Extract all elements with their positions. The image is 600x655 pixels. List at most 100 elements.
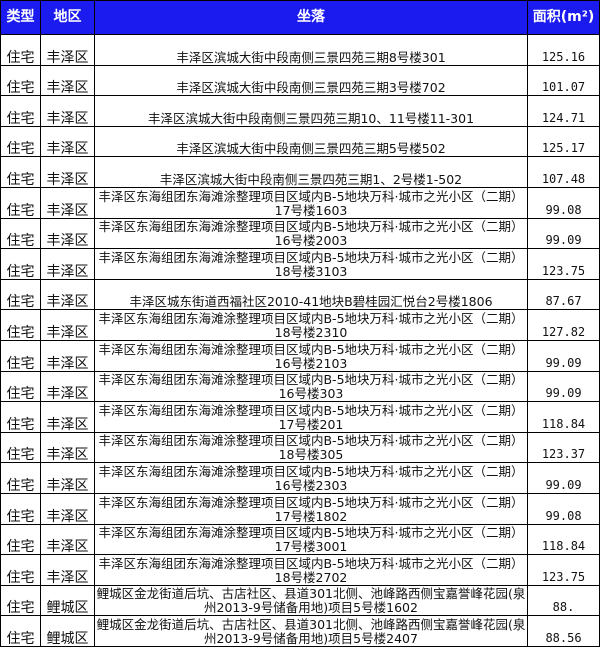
type-cell: 住宅 (0, 401, 41, 433)
address-cell: 丰泽区东海组团东海滩涂整理项目区域内B-5地块万科·城市之光小区（二期）18号楼… (94, 554, 528, 586)
address-cell: 丰泽区东海组团东海滩涂整理项目区域内B-5地块万科·城市之光小区（二期）18号楼… (94, 248, 528, 280)
table-row: 住宅 丰泽区 丰泽区东海组团东海滩涂整理项目区域内B-5地块万科·城市之光小区（二期… (0, 248, 600, 280)
address-cell: 丰泽区东海组团东海滩涂整理项目区域内B-5地块万科·城市之光小区（二期）18号楼… (94, 309, 528, 341)
area-cell: 88. (527, 584, 600, 617)
district-cell: 丰泽区 (40, 523, 95, 556)
district-cell: 丰泽区 (40, 248, 95, 280)
header-district: 地区 (40, 0, 95, 35)
area-cell: 88.56 (527, 615, 600, 647)
type-cell: 住宅 (0, 339, 41, 372)
district-cell: 丰泽区 (40, 339, 95, 372)
address-cell: 丰泽区滨城大街中段南侧三景四苑三期1、2号楼1-502 (94, 156, 528, 188)
table-row: 住宅 丰泽区 丰泽区滨城大街中段南侧三景四苑三期3号楼702 101.07 (0, 64, 600, 97)
district-cell: 丰泽区 (40, 278, 95, 311)
area-cell: 107.48 (527, 156, 600, 188)
table-row: 住宅 丰泽区 丰泽区东海组团东海滩涂整理项目区域内B-5地块万科·城市之光小区（二期… (0, 401, 600, 433)
table-row: 住宅 丰泽区 丰泽区东海组团东海滩涂整理项目区域内B-5地块万科·城市之光小区（二期… (0, 339, 600, 372)
type-cell: 住宅 (0, 554, 41, 586)
type-cell: 住宅 (0, 523, 41, 556)
area-cell: 123.75 (527, 248, 600, 280)
area-cell: 99.09 (527, 217, 600, 250)
address-cell: 丰泽区东海组团东海滩涂整理项目区域内B-5地块万科·城市之光小区（二期）17号楼… (94, 492, 528, 525)
table-row: 住宅 丰泽区 丰泽区东海组团东海滩涂整理项目区域内B-5地块万科·城市之光小区（二期… (0, 554, 600, 586)
table-row: 住宅 鲤城区 鲤城区金龙街道后坑、古店社区、县道301北侧、池峰路西侧宝嘉誉峰花园(… (0, 584, 600, 617)
type-cell: 住宅 (0, 125, 41, 158)
type-cell: 住宅 (0, 64, 41, 97)
table-row: 住宅 丰泽区 丰泽区东海组团东海滩涂整理项目区域内B-5地块万科·城市之光小区（二期… (0, 309, 600, 341)
address-cell: 丰泽区城东街道西福社区2010-41地块B碧桂园汇悦台2号楼1806 (94, 278, 528, 311)
type-cell: 住宅 (0, 186, 41, 219)
district-cell: 丰泽区 (40, 309, 95, 341)
district-cell: 丰泽区 (40, 125, 95, 158)
table-row: 住宅 丰泽区 丰泽区滨城大街中段南侧三景四苑三期8号楼301 125.16 (0, 34, 600, 66)
address-cell: 鲤城区金龙街道后坑、古店社区、县道301北侧、池峰路西侧宝嘉誉峰花园(泉州201… (94, 584, 528, 617)
table-row: 住宅 丰泽区 丰泽区东海组团东海滩涂整理项目区域内B-5地块万科·城市之光小区（二期… (0, 217, 600, 250)
address-cell: 丰泽区东海组团东海滩涂整理项目区域内B-5地块万科·城市之光小区（二期）16号楼… (94, 462, 528, 494)
table-row: 住宅 丰泽区 丰泽区东海组团东海滩涂整理项目区域内B-5地块万科·城市之光小区（二期… (0, 462, 600, 494)
district-cell: 丰泽区 (40, 34, 95, 66)
table-row: 住宅 丰泽区 丰泽区城东街道西福社区2010-41地块B碧桂园汇悦台2号楼1806 8… (0, 278, 600, 311)
area-cell: 125.16 (527, 34, 600, 66)
area-cell: 125.17 (527, 125, 600, 158)
table-row: 住宅 丰泽区 丰泽区东海组团东海滩涂整理项目区域内B-5地块万科·城市之光小区（二期… (0, 492, 600, 525)
district-cell: 丰泽区 (40, 401, 95, 433)
area-cell: 123.75 (527, 554, 600, 586)
type-cell: 住宅 (0, 309, 41, 341)
district-cell: 丰泽区 (40, 492, 95, 525)
district-cell: 丰泽区 (40, 186, 95, 219)
type-cell: 住宅 (0, 431, 41, 464)
district-cell: 丰泽区 (40, 64, 95, 97)
type-cell: 住宅 (0, 217, 41, 250)
header-type: 类型 (0, 0, 41, 35)
table-row: 住宅 丰泽区 丰泽区东海组团东海滩涂整理项目区域内B-5地块万科·城市之光小区（二期… (0, 186, 600, 219)
address-cell: 鲤城区金龙街道后坑、古店社区、县道301北侧、池峰路西侧宝嘉誉峰花园(泉州201… (94, 615, 528, 647)
district-cell: 鲤城区 (40, 584, 95, 617)
address-cell: 丰泽区滨城大街中段南侧三景四苑三期10、11号楼11-301 (94, 95, 528, 127)
area-cell: 118.84 (527, 523, 600, 556)
district-cell: 丰泽区 (40, 95, 95, 127)
area-cell: 127.82 (527, 309, 600, 341)
type-cell: 住宅 (0, 370, 41, 403)
address-cell: 丰泽区东海组团东海滩涂整理项目区域内B-5地块万科·城市之光小区（二期）17号楼… (94, 523, 528, 556)
type-cell: 住宅 (0, 34, 41, 66)
table-row: 住宅 丰泽区 丰泽区滨城大街中段南侧三景四苑三期1、2号楼1-502 107.48 (0, 156, 600, 188)
type-cell: 住宅 (0, 492, 41, 525)
district-cell: 丰泽区 (40, 431, 95, 464)
district-cell: 鲤城区 (40, 615, 95, 647)
area-cell: 123.37 (527, 431, 600, 464)
area-cell: 99.09 (527, 370, 600, 403)
district-cell: 丰泽区 (40, 217, 95, 250)
area-cell: 99.08 (527, 492, 600, 525)
type-cell: 住宅 (0, 462, 41, 494)
type-cell: 住宅 (0, 95, 41, 127)
address-cell: 丰泽区东海组团东海滩涂整理项目区域内B-5地块万科·城市之光小区（二期）16号楼… (94, 217, 528, 250)
type-cell: 住宅 (0, 248, 41, 280)
area-cell: 99.08 (527, 186, 600, 219)
table-row: 住宅 丰泽区 丰泽区东海组团东海滩涂整理项目区域内B-5地块万科·城市之光小区（二期… (0, 370, 600, 403)
address-cell: 丰泽区滨城大街中段南侧三景四苑三期8号楼301 (94, 34, 528, 66)
type-cell: 住宅 (0, 156, 41, 188)
district-cell: 丰泽区 (40, 156, 95, 188)
area-cell: 101.07 (527, 64, 600, 97)
address-cell: 丰泽区东海组团东海滩涂整理项目区域内B-5地块万科·城市之光小区（二期）16号楼… (94, 370, 528, 403)
area-cell: 99.09 (527, 462, 600, 494)
type-cell: 住宅 (0, 584, 41, 617)
address-cell: 丰泽区东海组团东海滩涂整理项目区域内B-5地块万科·城市之光小区（二期）17号楼… (94, 401, 528, 433)
header-address: 坐落 (94, 0, 528, 35)
type-cell: 住宅 (0, 615, 41, 647)
area-cell: 118.84 (527, 401, 600, 433)
header-row: 类型 地区 坐落 面积(m²) (0, 0, 600, 35)
address-cell: 丰泽区滨城大街中段南侧三景四苑三期5号楼502 (94, 125, 528, 158)
area-cell: 99.09 (527, 339, 600, 372)
header-area: 面积(m²) (527, 0, 600, 35)
table-row: 住宅 丰泽区 丰泽区滨城大街中段南侧三景四苑三期5号楼502 125.17 (0, 125, 600, 158)
table-row: 住宅 丰泽区 丰泽区滨城大街中段南侧三景四苑三期10、11号楼11-301 124.7… (0, 95, 600, 127)
district-cell: 丰泽区 (40, 370, 95, 403)
address-cell: 丰泽区滨城大街中段南侧三景四苑三期3号楼702 (94, 64, 528, 97)
address-cell: 丰泽区东海组团东海滩涂整理项目区域内B-5地块万科·城市之光小区（二期）16号楼… (94, 339, 528, 372)
type-cell: 住宅 (0, 278, 41, 311)
address-cell: 丰泽区东海组团东海滩涂整理项目区域内B-5地块万科·城市之光小区（二期）17号楼… (94, 186, 528, 219)
area-cell: 124.71 (527, 95, 600, 127)
